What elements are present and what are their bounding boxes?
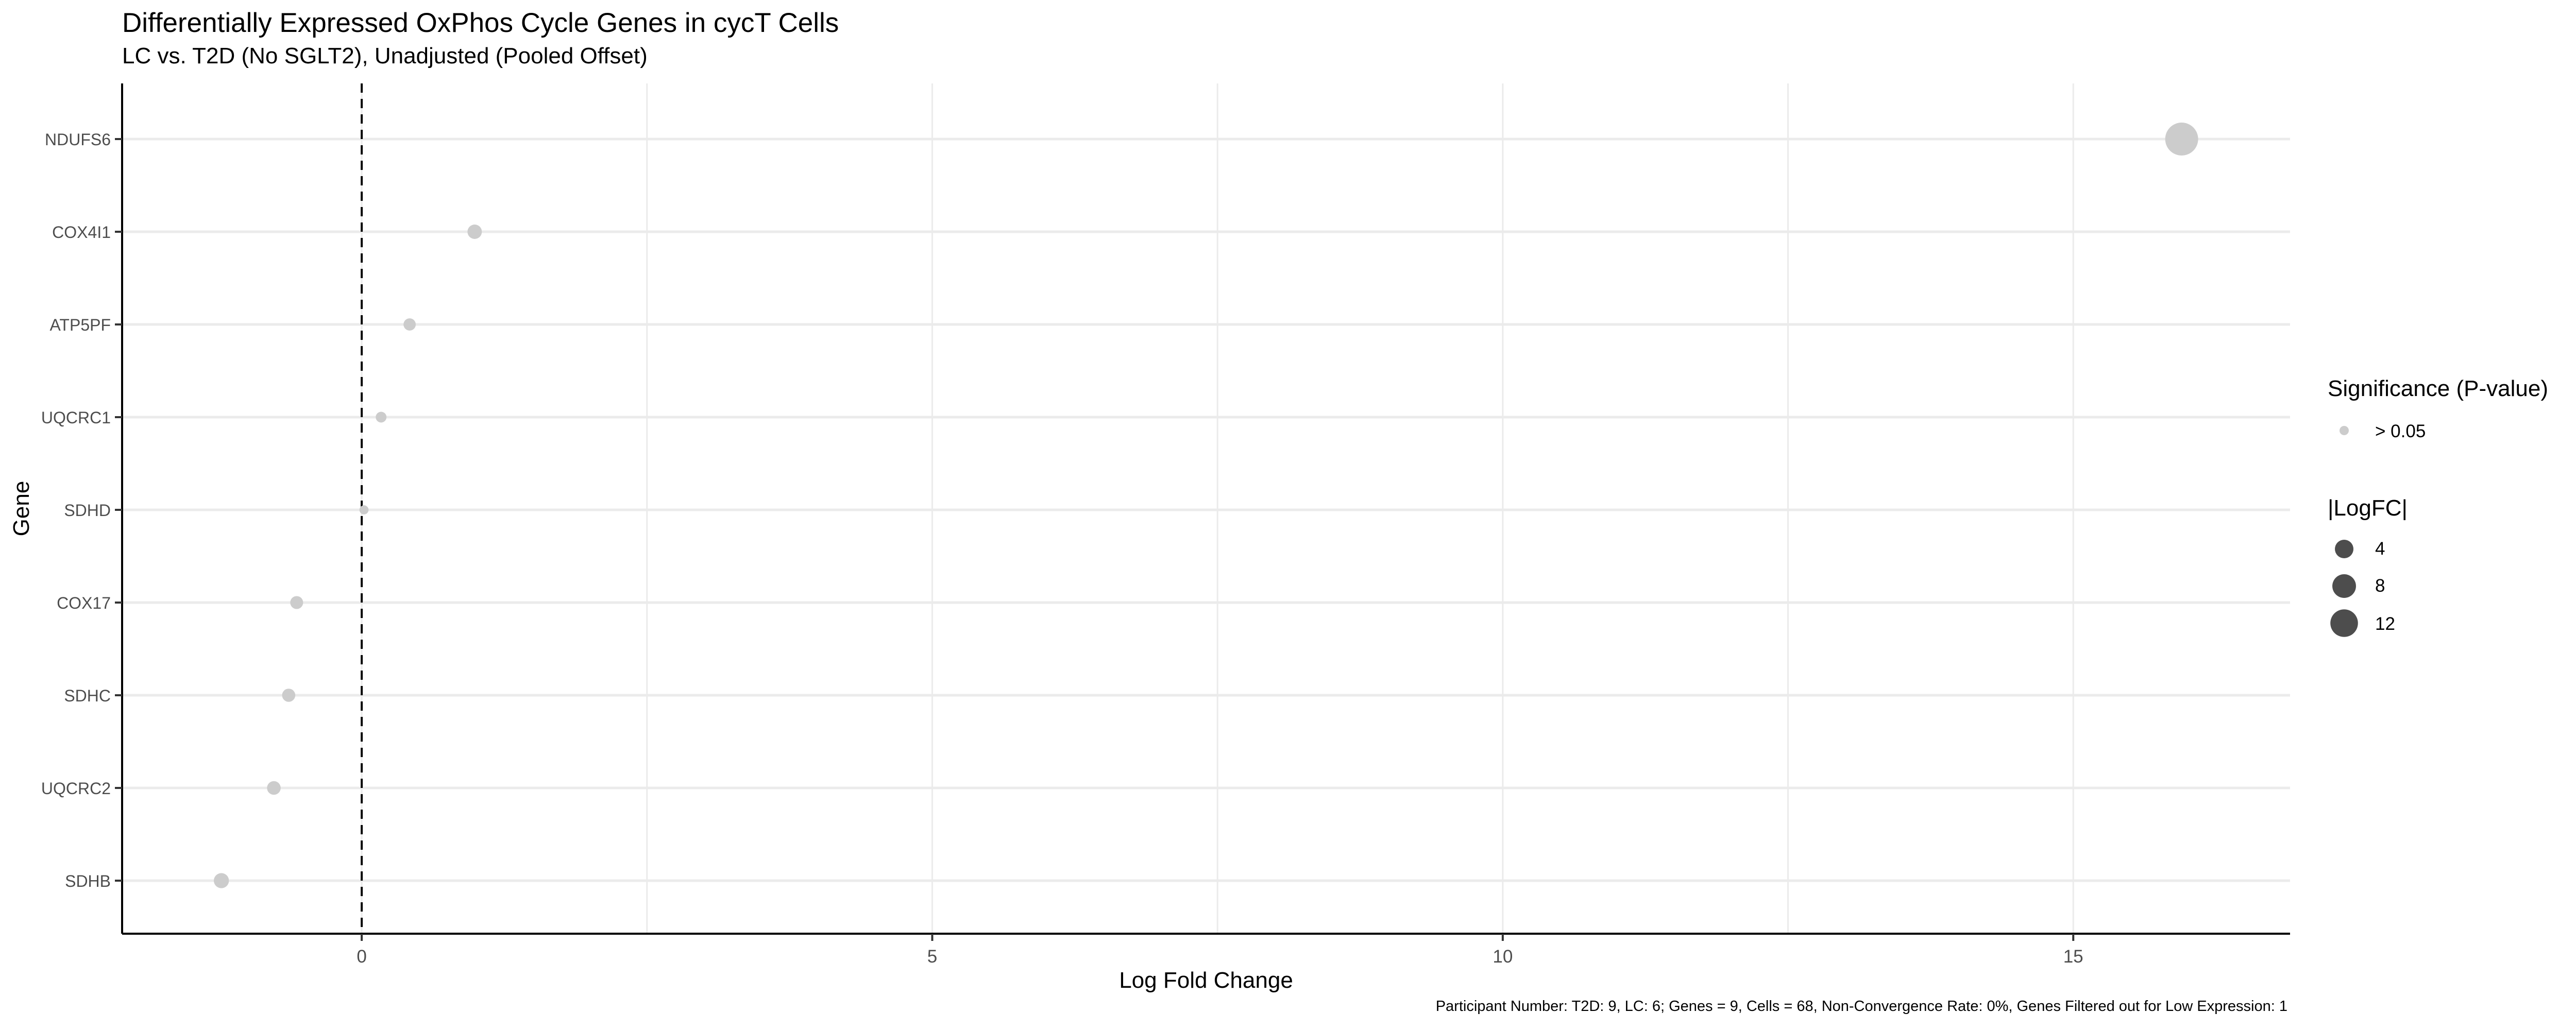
y-tick-label: COX17 [57, 594, 111, 612]
legend-size-label-4: 4 [2375, 539, 2385, 559]
x-tick-label: 5 [927, 947, 937, 967]
legend-size-label-8: 8 [2375, 576, 2385, 596]
chart-caption: Participant Number: T2D: 9, LC: 6; Genes… [1435, 998, 2287, 1015]
y-tick-label: SDHC [64, 686, 111, 705]
y-tick-label: ATP5PF [49, 316, 111, 334]
chart-subtitle: LC vs. T2D (No SGLT2), Unadjusted (Poole… [122, 43, 648, 68]
data-point-sdhc [282, 689, 296, 702]
x-axis-title: Log Fold Change [1119, 968, 1293, 993]
x-tick-label: 15 [2063, 947, 2083, 967]
y-tick-label: SDHB [65, 872, 111, 890]
data-point-sdhb [214, 873, 229, 888]
legend-size-key-4 [2335, 540, 2353, 558]
legend-size-key-12 [2330, 609, 2358, 637]
y-axis-title: Gene [9, 481, 34, 537]
data-point-uqcrc1 [376, 411, 387, 423]
y-tick-label: NDUFS6 [45, 130, 111, 149]
data-point-uqcrc2 [267, 781, 281, 795]
y-tick-label: UQCRC1 [41, 408, 111, 427]
legend-size-title: |LogFC| [2328, 495, 2408, 521]
y-tick-label: SDHD [64, 501, 111, 520]
y-tick-label: COX4I1 [52, 223, 111, 242]
legend-color-key [2340, 426, 2349, 435]
chart-title: Differentially Expressed OxPhos Cycle Ge… [122, 8, 839, 38]
data-point-sdhd [359, 505, 369, 514]
legend-size-label-12: 12 [2375, 614, 2395, 634]
legend-color-label: > 0.05 [2375, 421, 2426, 441]
legend-color-title: Significance (P-value) [2328, 376, 2548, 401]
x-tick-label: 10 [1493, 947, 1513, 967]
legend-size-key-8 [2332, 574, 2356, 598]
x-tick-label: 0 [357, 947, 366, 967]
data-point-cox4i1 [467, 225, 482, 239]
data-point-atp5pf [403, 318, 416, 331]
y-tick-label: UQCRC2 [41, 779, 111, 798]
data-point-ndufs6 [2165, 123, 2198, 156]
data-point-cox17 [290, 596, 303, 609]
